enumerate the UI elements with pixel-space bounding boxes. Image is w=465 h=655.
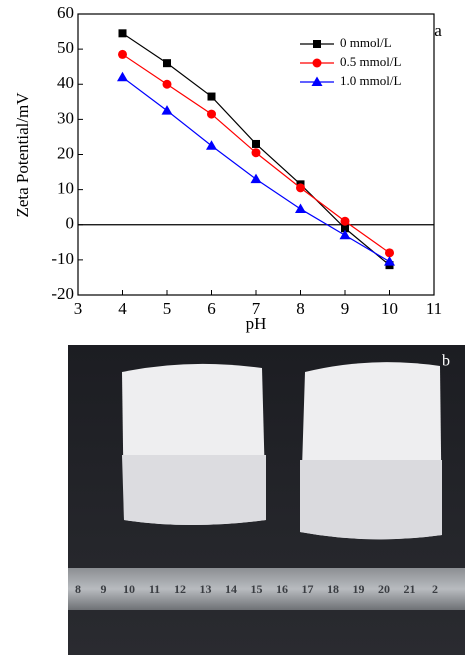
series-line <box>122 76 390 263</box>
y-tick-label: 10 <box>57 179 74 198</box>
legend-label: 0.5 mmol/L <box>340 54 401 69</box>
ruler-number: 12 <box>174 582 186 596</box>
y-axis-label: Zeta Potential/mV <box>13 92 32 218</box>
marker <box>295 203 306 213</box>
marker <box>340 216 350 226</box>
marker <box>117 71 128 82</box>
x-tick-label: 9 <box>341 299 350 318</box>
legend-marker <box>312 58 322 68</box>
y-tick-label: -10 <box>51 249 74 268</box>
y-tick-label: 20 <box>57 143 74 162</box>
legend-label: 1.0 mmol/L <box>340 73 401 88</box>
marker <box>341 224 349 233</box>
x-tick-label: 10 <box>381 299 398 318</box>
ruler-number: 20 <box>378 582 390 596</box>
ruler-number: 13 <box>200 582 212 596</box>
x-tick-label: 4 <box>118 299 127 318</box>
x-tick-label: 3 <box>74 299 83 318</box>
ruler-number: 10 <box>123 582 135 596</box>
ruler-number: 17 <box>302 582 314 596</box>
legend-label: 0 mmol/L <box>340 35 392 50</box>
ruler-number: 18 <box>327 582 339 596</box>
block-right-shade <box>300 460 442 540</box>
marker <box>162 79 172 89</box>
x-axis-label: pH <box>246 314 267 333</box>
ruler-number: 19 <box>353 582 365 596</box>
panel-label: b <box>442 353 450 370</box>
ruler-number: 8 <box>75 582 81 596</box>
marker <box>252 139 260 148</box>
y-tick-label: -20 <box>51 284 74 303</box>
x-tick-label: 5 <box>163 299 172 318</box>
y-tick-label: 60 <box>57 3 74 22</box>
marker <box>163 59 171 68</box>
marker <box>161 105 173 115</box>
marker <box>339 229 351 240</box>
marker <box>250 173 262 184</box>
x-tick-label: 8 <box>296 299 305 318</box>
x-tick-label: 6 <box>207 299 216 318</box>
marker <box>207 109 216 119</box>
ruler-number: 14 <box>225 582 237 596</box>
ruler-number: 11 <box>149 582 160 596</box>
ruler-number: 16 <box>276 582 288 596</box>
y-tick-label: 0 <box>66 214 75 233</box>
marker <box>296 183 305 193</box>
block-left-shade <box>122 455 266 525</box>
x-tick-label: 11 <box>426 299 442 318</box>
ruler-number: 2 <box>432 582 438 596</box>
photo: b <box>68 345 465 655</box>
ruler-number: 15 <box>251 582 263 596</box>
marker <box>206 140 217 150</box>
marker <box>384 256 395 266</box>
panel-label: a <box>434 21 442 40</box>
y-tick-label: 30 <box>57 108 74 127</box>
y-tick-label: 40 <box>57 73 74 92</box>
y-tick-label: 50 <box>57 38 74 57</box>
legend-marker <box>311 76 323 86</box>
ruler-number: 9 <box>101 582 107 596</box>
ruler <box>68 568 465 610</box>
x-tick-label: 7 <box>252 299 261 318</box>
marker <box>118 49 127 59</box>
marker <box>385 248 394 258</box>
marker <box>118 29 127 38</box>
ruler-number: 21 <box>404 582 416 596</box>
legend-marker <box>313 40 321 48</box>
marker <box>251 148 261 158</box>
marker <box>207 92 216 101</box>
